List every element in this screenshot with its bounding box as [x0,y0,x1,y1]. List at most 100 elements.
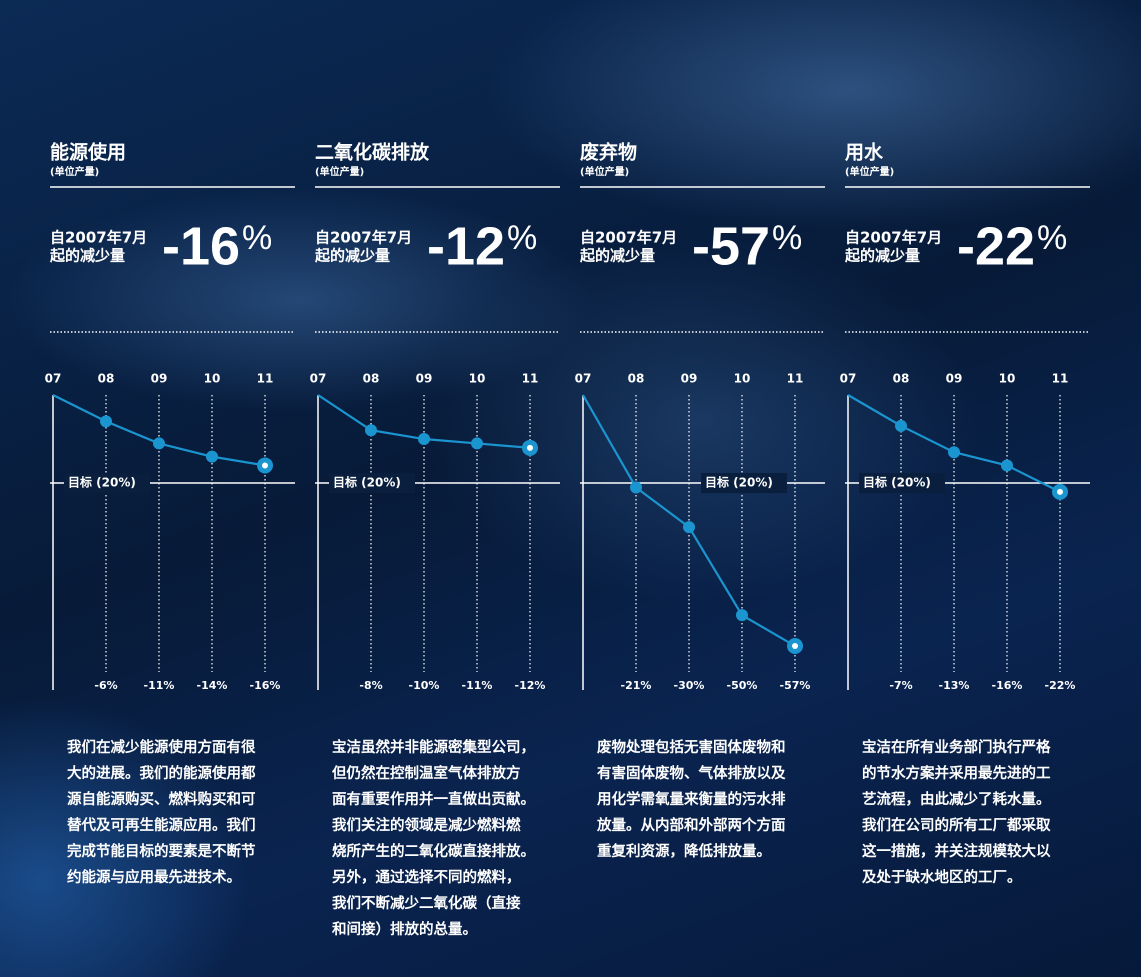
target-label: 目标 (20%) [333,475,401,490]
data-point [630,481,642,494]
x-tick-label: 10 [204,372,221,386]
description-line: 我们在减少能源使用方面有很 [67,738,256,756]
target-label: 目标 (20%) [68,475,136,490]
data-point [1001,459,1013,472]
x-tick-label: 11 [522,372,539,386]
panel-title: 废弃物 [580,141,637,164]
description-line: 替代及可再生能源应用。我们 [67,816,256,834]
data-point [736,609,748,622]
value-label: -57% [780,679,811,692]
x-tick-label: 09 [416,372,433,386]
value-label: -10% [409,679,440,692]
description-line: 大的进展。我们的能源使用都 [67,764,256,782]
headline-value: -16 [162,216,240,276]
target-label-bg [859,473,945,494]
value-label: -13% [939,679,970,692]
description-line: 这一措施，并关注规模较大以 [862,842,1051,860]
description-line: 源自能源购买、燃料购买和可 [67,790,256,808]
target-label: 目标 (20%) [705,475,773,490]
x-tick-label: 10 [469,372,486,386]
value-label: -22% [1045,679,1076,692]
since-label: 起的减少量 [844,247,920,265]
x-tick-label: 09 [151,372,168,386]
x-tick-label: 07 [575,372,592,386]
description-line: 宝洁虽然并非能源密集型公司， [332,738,535,756]
x-tick-label: 11 [787,372,804,386]
data-point [895,419,907,432]
data-line [52,394,266,467]
description-line: 废物处理包括无害固体废物和 [597,738,786,756]
data-point-center [792,642,798,649]
data-point-center [527,444,533,451]
data-point [100,415,112,428]
since-label: 起的减少量 [314,247,390,265]
target-label: 目标 (20%) [863,475,931,490]
description-line: 但仍然在控制温室气体排放方 [332,764,521,782]
value-label: -8% [359,679,382,692]
since-label: 起的减少量 [579,247,655,265]
panel-subtitle: (单位产量) [315,165,364,178]
description-line: 面有重要作用并一直做出贡献。 [332,790,535,808]
description-line: 用化学需氧量来衡量的污水排 [597,790,786,808]
panel-subtitle: (单位产量) [50,165,99,178]
value-label: -11% [144,679,175,692]
panel-title: 二氧化碳排放 [315,141,430,164]
x-tick-label: 08 [98,372,115,386]
description-line: 的节水方案并采用最先进的工 [862,764,1051,782]
description-line: 我们不断减少二氧化碳（直接 [332,894,521,912]
description-line: 和间接）排放的总量。 [332,920,477,938]
data-point-center [1057,488,1063,495]
value-label: -30% [674,679,705,692]
value-label: -12% [515,679,546,692]
value-label: -21% [621,679,652,692]
headline-unit: % [242,219,272,257]
x-tick-label: 07 [840,372,857,386]
x-tick-label: 08 [893,372,910,386]
description-line: 我们关注的领域是减少燃料燃 [332,816,521,834]
data-point [948,446,960,459]
data-point [206,450,218,463]
x-tick-label: 11 [1052,372,1069,386]
x-tick-label: 07 [45,372,62,386]
data-point [683,521,695,534]
data-point-center [262,462,268,469]
description-line: 重复利资源，降低排放量。 [597,842,771,860]
since-label: 自2007年7月 [580,229,677,247]
x-tick-label: 11 [257,372,274,386]
x-tick-label: 10 [999,372,1016,386]
description-line: 放量。从内部和外部两个方面 [596,816,786,834]
value-label: -16% [992,679,1023,692]
headline-unit: % [507,219,537,257]
x-tick-label: 09 [946,372,963,386]
x-tick-label: 08 [363,372,380,386]
target-label-bg [329,473,415,494]
panel-subtitle: (单位产量) [845,165,894,178]
description-line: 有害固体废物、气体排放以及 [597,764,786,782]
x-tick-label: 07 [310,372,327,386]
headline-unit: % [1037,219,1067,257]
description-line: 烧所产生的二氧化碳直接排放。 [332,842,535,860]
value-label: -7% [889,679,912,692]
since-label: 自2007年7月 [315,229,412,247]
data-point [418,433,430,446]
description-line: 宝洁在所有业务部门执行严格 [862,738,1051,756]
value-label: -11% [462,679,493,692]
description-line: 约能源与应用最先进技术。 [67,868,241,886]
since-label: 自2007年7月 [845,229,942,247]
target-label-bg [64,473,150,494]
panel-title: 能源使用 [50,141,126,164]
target-label-bg [701,473,787,494]
description-line: 及处于缺水地区的工厂。 [862,868,1022,886]
x-tick-label: 10 [734,372,751,386]
description-line: 完成节能目标的要素是不断节 [67,842,256,860]
data-point [471,437,483,450]
value-label: -6% [94,679,117,692]
since-label: 起的减少量 [49,247,125,265]
headline-value: -12 [427,216,505,276]
data-point [153,437,165,450]
